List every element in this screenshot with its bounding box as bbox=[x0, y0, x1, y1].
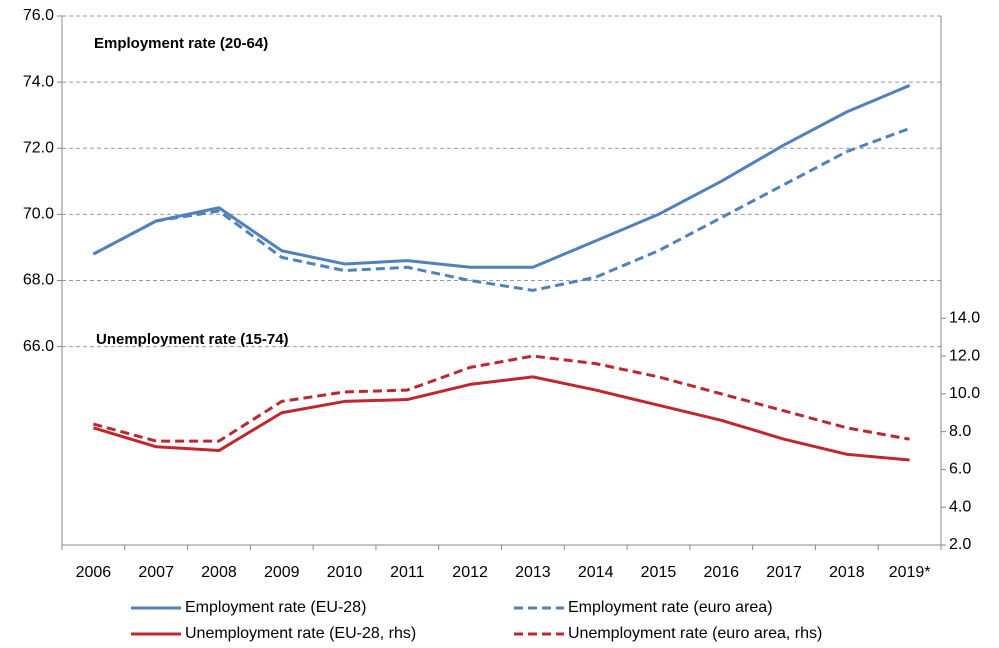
x-tick-label: 2013 bbox=[515, 564, 551, 581]
annotation: Employment rate (20-64) bbox=[94, 35, 268, 52]
series-line bbox=[92, 84, 911, 269]
legend-label: Employment rate (euro area) bbox=[568, 599, 773, 616]
y-tick-label: 76.0 bbox=[23, 7, 54, 24]
x-tick-label: 2006 bbox=[76, 564, 112, 581]
x-tick-label: 2016 bbox=[703, 564, 739, 581]
y2-tick-label: 10.0 bbox=[949, 385, 980, 402]
y2-tick-label: 4.0 bbox=[949, 498, 971, 515]
series-line bbox=[93, 354, 910, 443]
x-tick-label: 2019* bbox=[889, 564, 931, 581]
legend-label: Employment rate (EU-28) bbox=[185, 599, 366, 616]
x-tick-label: 2015 bbox=[641, 564, 677, 581]
y2-tick-label: 8.0 bbox=[949, 423, 971, 440]
y2-tick-label: 12.0 bbox=[949, 347, 980, 364]
y-tick-label: 70.0 bbox=[23, 206, 54, 223]
x-tick-label: 2017 bbox=[766, 564, 802, 581]
x-tick-label: 2012 bbox=[452, 564, 488, 581]
y-tick-label: 74.0 bbox=[23, 73, 54, 90]
y2-tick-label: 2.0 bbox=[949, 536, 971, 553]
series-line bbox=[92, 375, 910, 462]
x-tick-label: 2008 bbox=[201, 564, 237, 581]
legend-label: Unemployment rate (euro area, rhs) bbox=[568, 625, 822, 642]
y-tick-label: 72.0 bbox=[23, 139, 54, 156]
y2-tick-label: 6.0 bbox=[949, 461, 971, 478]
annotation: Unemployment rate (15-74) bbox=[96, 331, 289, 348]
y2-tick-label: 14.0 bbox=[949, 310, 980, 327]
x-tick-label: 2011 bbox=[390, 564, 425, 581]
x-tick-label: 2014 bbox=[578, 564, 614, 581]
legend-label: Unemployment rate (EU-28, rhs) bbox=[185, 625, 416, 642]
x-tick-label: 2018 bbox=[829, 564, 865, 581]
series-line bbox=[92, 127, 911, 292]
x-tick-label: 2010 bbox=[327, 564, 363, 581]
y-tick-label: 68.0 bbox=[23, 272, 54, 289]
x-tick-label: 2007 bbox=[138, 564, 174, 581]
x-tick-label: 2009 bbox=[264, 564, 300, 581]
y-tick-label: 66.0 bbox=[23, 338, 54, 355]
